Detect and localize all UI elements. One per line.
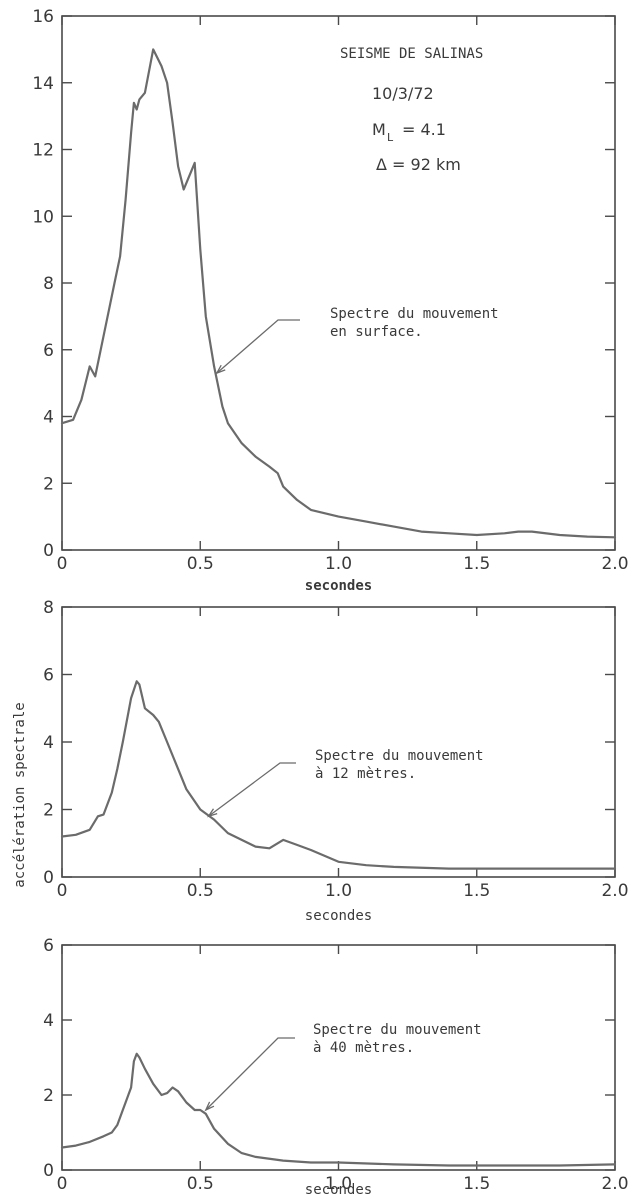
x-tick-label: 0 <box>57 881 68 901</box>
x-tick-label: 0.5 <box>187 554 214 574</box>
x-tick-label: 0.5 <box>187 1174 214 1194</box>
annotation-arrow <box>216 319 300 374</box>
y-tick-label: 6 <box>43 666 54 686</box>
x-axis-label: secondes <box>305 578 372 594</box>
x-axis-label: secondes <box>305 908 372 924</box>
y-tick-label: 10 <box>32 207 54 227</box>
y-tick-label: 2 <box>43 474 54 494</box>
event-magnitude-subscript: L <box>387 131 394 144</box>
y-tick-label: 6 <box>43 936 54 956</box>
annotation-label: Spectre du mouvement <box>330 306 499 322</box>
y-tick-label: 8 <box>43 274 54 294</box>
annotation-label: à 40 mètres. <box>313 1040 414 1056</box>
shared-ylabel: accélération spectrale <box>12 702 28 887</box>
event-info: SEISME DE SALINAS 10/3/72 M L = 4.1 Δ = … <box>340 46 483 174</box>
x-tick-label: 1.0 <box>325 881 352 901</box>
event-magnitude-value: = 4.1 <box>402 120 446 139</box>
x-tick-label: 1.0 <box>325 1174 352 1194</box>
plot-frame <box>61 606 616 878</box>
x-tick-label: 2.0 <box>601 1174 628 1194</box>
y-tick-label: 12 <box>32 141 54 161</box>
y-tick-label: 2 <box>43 1086 54 1106</box>
plot-frame <box>61 944 616 1171</box>
y-tick-label: 4 <box>43 408 54 428</box>
y-tick-label: 16 <box>32 7 54 27</box>
y-tick-label: 2 <box>43 801 54 821</box>
y-tick-label: 4 <box>43 733 54 753</box>
annotation-arrowhead <box>207 808 218 818</box>
y-tick-label: 14 <box>32 74 54 94</box>
x-tick-label: 0 <box>57 1174 68 1194</box>
annotation-label: en surface. <box>330 324 423 340</box>
y-tick-label: 0 <box>43 868 54 888</box>
annotation-label: à 12 mètres. <box>315 766 416 782</box>
spectrum-line <box>60 680 617 870</box>
chart-panel-1: 0 0.5 1.0 1.5 2.0 0 2 4 6 8 10 12 14 16 secondes Spectr… <box>32 7 628 594</box>
annotation-arrowhead <box>215 364 226 375</box>
annotation-label: Spectre du mouvement <box>313 1022 482 1038</box>
annotation-arrow <box>208 762 296 817</box>
plot-frame <box>61 15 616 551</box>
spectrum-line <box>60 1052 617 1167</box>
event-distance: Δ = 92 km <box>376 155 461 174</box>
chart-panel-2: 0 0.5 1.0 1.5 2.0 0 2 4 6 8 secondes Spectre du mou… <box>43 598 628 924</box>
x-axis-label: secondes <box>305 1182 372 1198</box>
x-tick-label: 1.5 <box>463 881 490 901</box>
y-tick-label: 0 <box>43 541 54 561</box>
chart-panel-3: 0 0.5 1.0 1.5 2.0 0 2 4 6 secondes Spectre du mouv… <box>43 936 628 1198</box>
event-magnitude-symbol: M <box>372 120 386 139</box>
y-tick-label: 0 <box>43 1161 54 1181</box>
event-date: 10/3/72 <box>372 84 434 103</box>
event-title: SEISME DE SALINAS <box>340 46 483 62</box>
annotation-arrowhead <box>204 1101 215 1112</box>
x-tick-label: 0 <box>57 554 68 574</box>
x-tick-label: 2.0 <box>601 554 628 574</box>
y-tick-label: 8 <box>43 598 54 618</box>
x-tick-label: 0.5 <box>187 881 214 901</box>
annotation-arrow <box>205 1037 295 1111</box>
y-tick-label: 4 <box>43 1011 54 1031</box>
x-tick-label: 2.0 <box>601 881 628 901</box>
x-tick-label: 1.5 <box>463 554 490 574</box>
x-tick-label: 1.0 <box>325 554 352 574</box>
annotation-label: Spectre du mouvement <box>315 748 484 764</box>
y-tick-label: 6 <box>43 341 54 361</box>
spectrum-line <box>60 48 617 539</box>
x-tick-label: 1.5 <box>463 1174 490 1194</box>
